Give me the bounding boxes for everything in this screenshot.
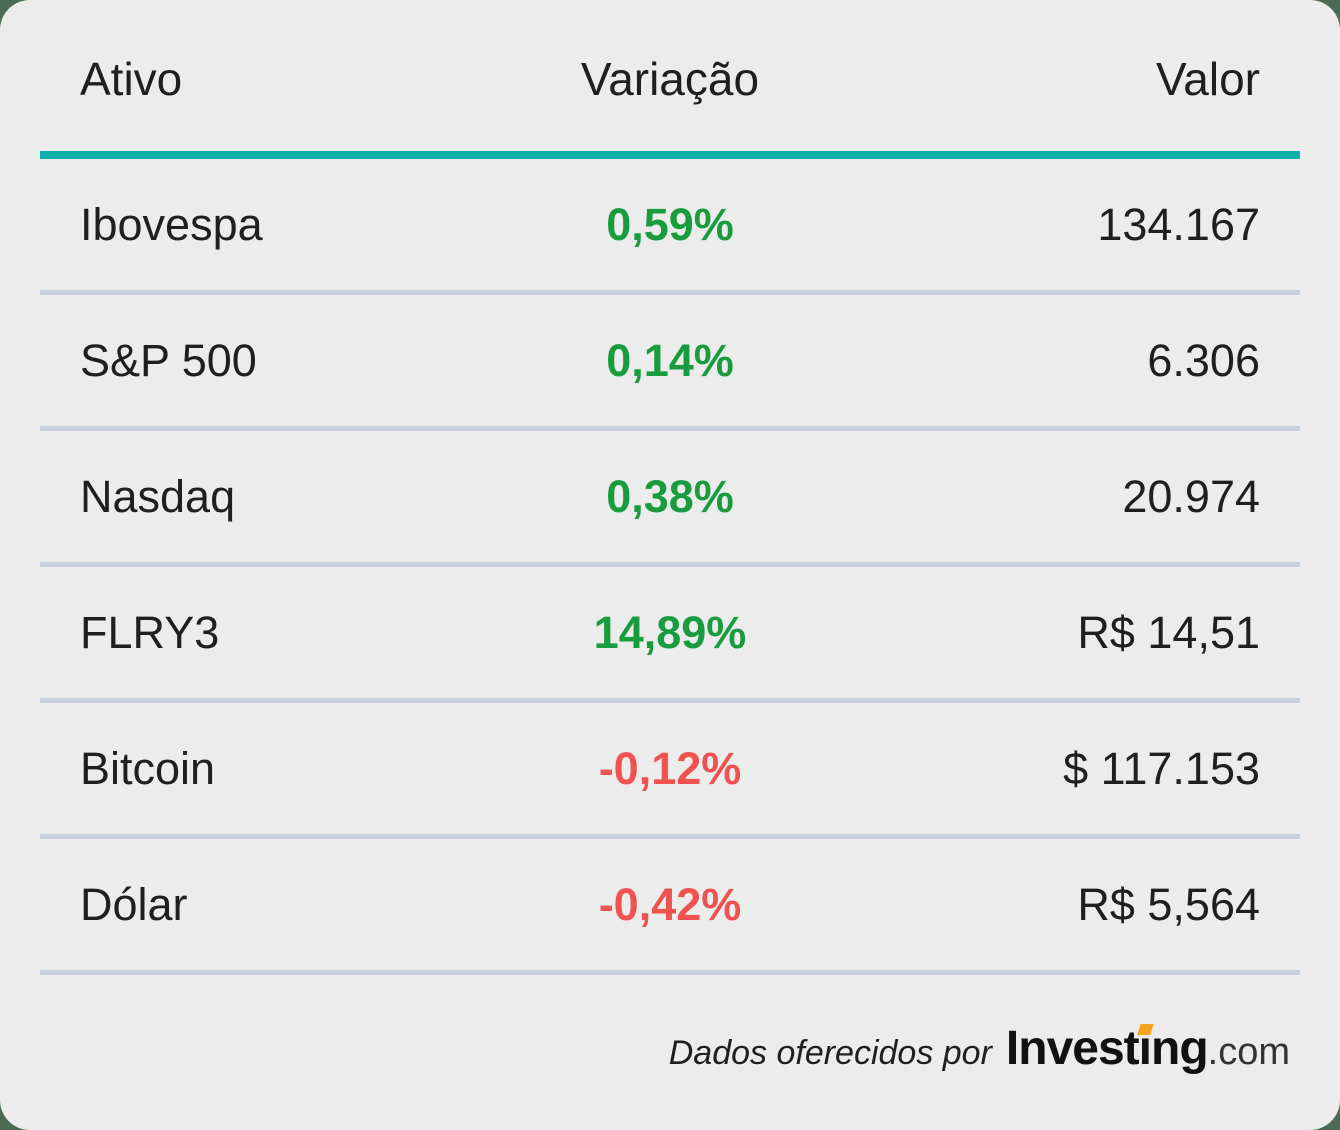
- table-row-flry3: FLRY3 14,89% R$ 14,51: [40, 567, 1300, 704]
- header-accent-rule: [40, 151, 1300, 160]
- asset-name: Nasdaq: [80, 470, 236, 522]
- variation-value: 0,38%: [606, 470, 734, 522]
- header-valor: Valor: [1156, 53, 1260, 105]
- table-row-ibovespa: Ibovespa 0,59% 134.167: [40, 159, 1300, 296]
- logo-dotless-i: ı: [1138, 1022, 1152, 1076]
- variation-value: -0,12%: [598, 742, 742, 794]
- asset-name: FLRY3: [80, 606, 220, 658]
- asset-value: 6.306: [1147, 334, 1260, 386]
- asset-value: R$ 14,51: [1077, 606, 1260, 658]
- asset-name: Dólar: [80, 878, 188, 930]
- table-header: Ativo Variação Valor: [40, 0, 1300, 107]
- table-row-nasdaq: Nasdaq 0,38% 20.974: [40, 431, 1300, 568]
- logo-letter-i: ı: [1137, 1021, 1154, 1076]
- asset-value: 134.167: [1097, 198, 1260, 250]
- logo-wordmark: Invest ı ng: [1005, 1021, 1209, 1076]
- asset-name: S&P 500: [80, 334, 257, 386]
- asset-value: R$ 5,564: [1077, 878, 1260, 930]
- logo-domain: .com: [1207, 1031, 1290, 1074]
- logo-orange-dot-icon: [1137, 1024, 1154, 1036]
- asset-name: Ibovespa: [80, 198, 263, 250]
- variation-value: 14,89%: [593, 606, 747, 658]
- variation-value: 0,59%: [606, 198, 734, 250]
- investing-logo[interactable]: Invest ı ng .com: [1006, 1021, 1290, 1076]
- table-row-bitcoin: Bitcoin -0,12% $ 117.153: [40, 703, 1300, 840]
- footer-credit: Dados oferecidos por Invest ı ng .com: [40, 975, 1290, 1076]
- asset-value: $ 117.153: [1063, 742, 1260, 794]
- asset-name: Bitcoin: [80, 742, 216, 794]
- asset-value: 20.974: [1122, 470, 1260, 522]
- variation-value: 0,14%: [606, 334, 734, 386]
- header-variacao: Variação: [580, 53, 760, 105]
- logo-part2: ng: [1151, 1022, 1209, 1076]
- variation-value: -0,42%: [598, 878, 742, 930]
- table-row-dolar: Dólar -0,42% R$ 5,564: [40, 839, 1300, 976]
- logo-part1: Invest: [1005, 1022, 1140, 1076]
- table-row-sp500: S&P 500 0,14% 6.306: [40, 295, 1300, 432]
- credit-text: Dados oferecidos por: [668, 1034, 992, 1073]
- header-ativo: Ativo: [80, 53, 183, 105]
